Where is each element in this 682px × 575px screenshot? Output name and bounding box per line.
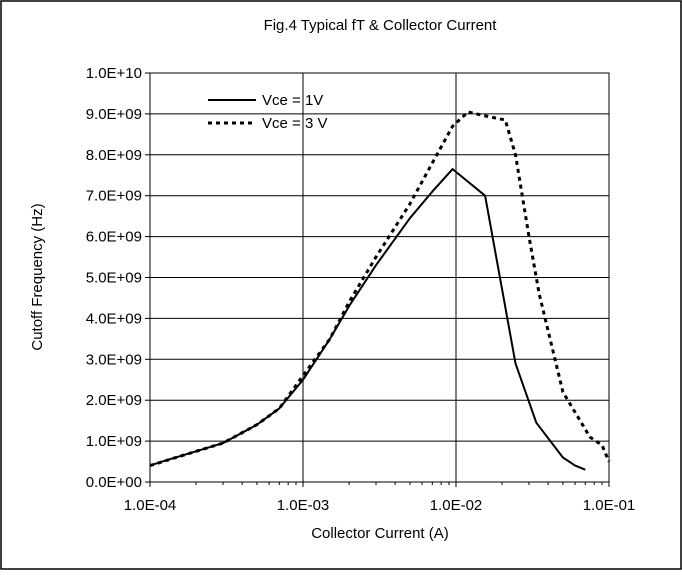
y-tick-label: 0.0E+00 bbox=[86, 474, 142, 491]
x-tick-label: 1.0E-01 bbox=[583, 497, 636, 514]
x-tick-label: 1.0E-02 bbox=[430, 497, 483, 514]
y-tick-label: 1.0E+10 bbox=[86, 65, 142, 82]
y-axis-title: Cutoff Frequency (Hz) bbox=[29, 203, 46, 350]
y-tick-label: 2.0E+09 bbox=[86, 392, 142, 409]
x-tick-label: 1.0E-03 bbox=[277, 497, 330, 514]
chart-title: Fig.4 Typical fT & Collector Current bbox=[264, 17, 498, 34]
y-tick-label: 8.0E+09 bbox=[86, 147, 142, 164]
y-tick-label: 1.0E+09 bbox=[86, 433, 142, 450]
y-tick-label: 7.0E+09 bbox=[86, 188, 142, 205]
tick-layer: 0.0E+00 1.0E+09 2.0E+09 3.0E+09 4.0E+09 5.0E+… bbox=[86, 65, 636, 514]
x-tick-label: 1.0E-04 bbox=[124, 497, 177, 514]
series-line-vce-1v bbox=[149, 168, 586, 471]
series-line-vce-3v bbox=[149, 110, 611, 468]
series-layer bbox=[149, 110, 611, 471]
legend: Vce = 1V Vce = 3 V bbox=[208, 92, 327, 132]
legend-label-vce-3v: Vce = 3 V bbox=[262, 115, 327, 132]
y-tick-label: 9.0E+09 bbox=[86, 106, 142, 123]
y-tick-label: 3.0E+09 bbox=[86, 351, 142, 368]
x-axis-title: Collector Current (A) bbox=[311, 525, 449, 542]
y-tick-label: 6.0E+09 bbox=[86, 229, 142, 246]
y-tick-label: 5.0E+09 bbox=[86, 270, 142, 287]
y-tick-label: 4.0E+09 bbox=[86, 310, 142, 327]
legend-label-vce-1v: Vce = 1V bbox=[262, 92, 323, 109]
